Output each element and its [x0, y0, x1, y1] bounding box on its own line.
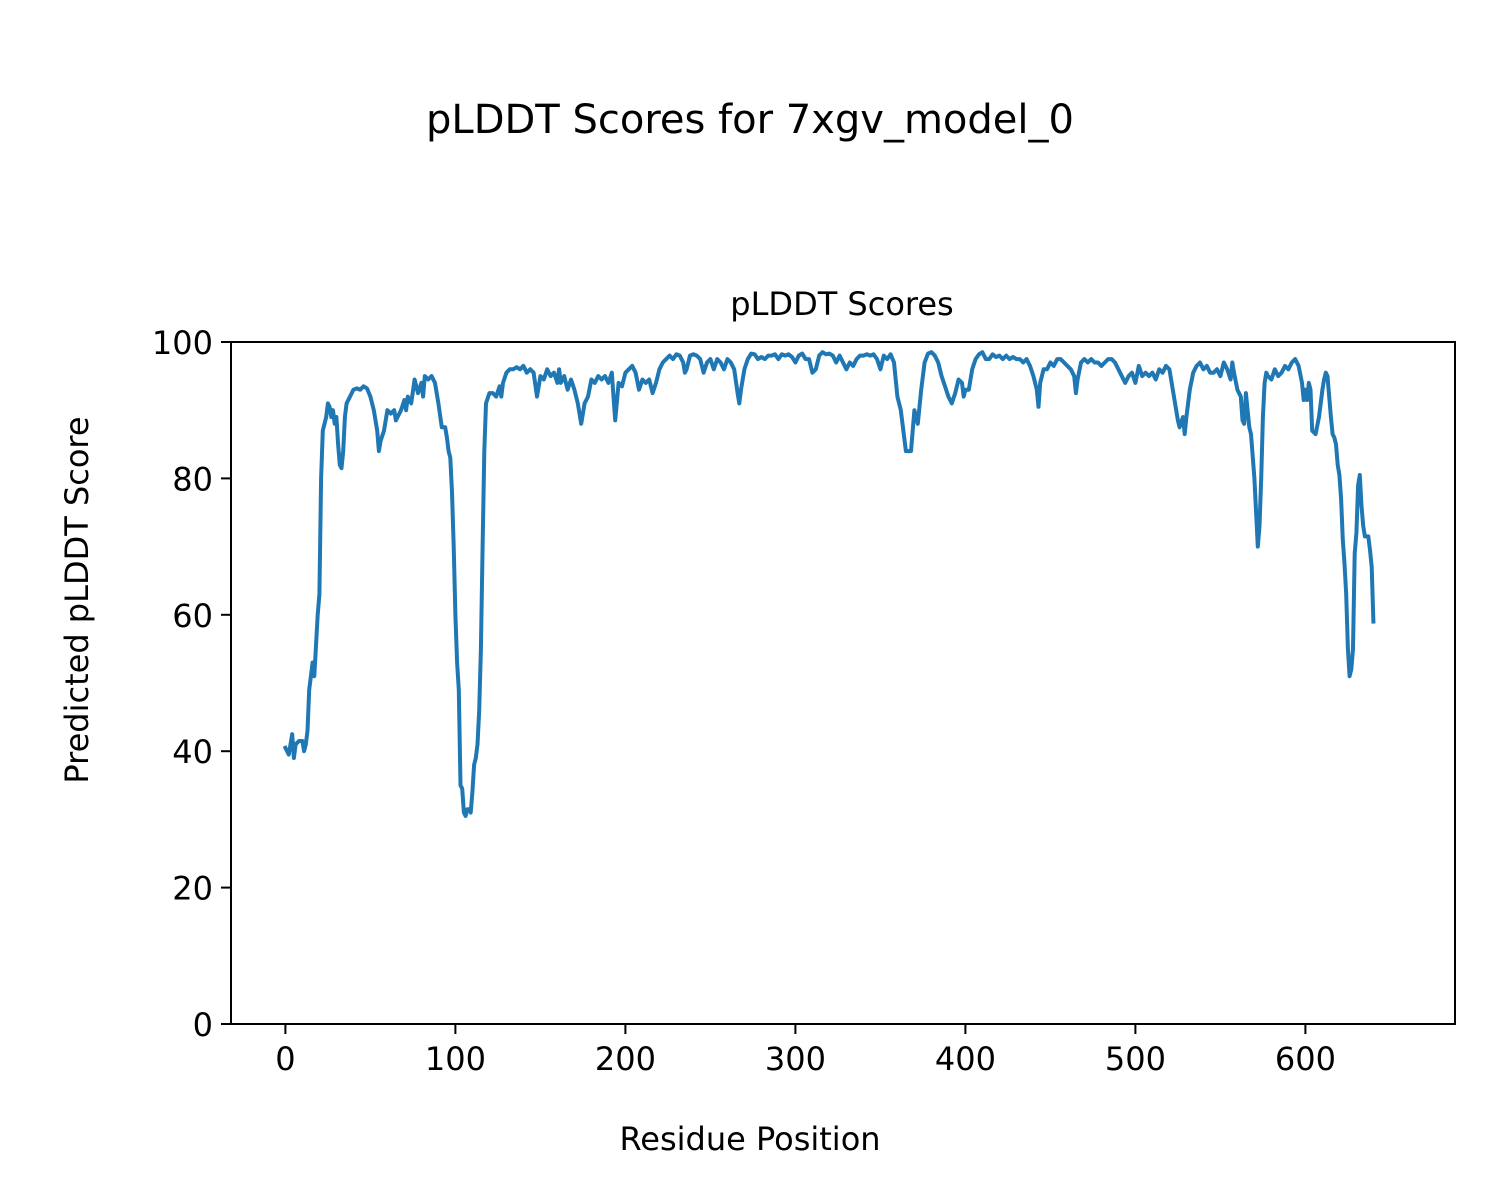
y-tick-label: 80 — [172, 460, 213, 498]
y-axis: 0 20 40 60 80 100 — [152, 324, 231, 1044]
y-tick-label: 40 — [172, 733, 213, 771]
y-tick-label: 20 — [172, 870, 213, 908]
y-tick-label: 0 — [193, 1006, 213, 1044]
figure-title: pLDDT Scores for 7xgv_model_0 — [426, 97, 1074, 143]
x-tick-label: 200 — [595, 1040, 656, 1078]
plot-background — [231, 342, 1455, 1024]
x-tick-label: 0 — [275, 1040, 295, 1078]
x-axis-label: Residue Position — [619, 1120, 880, 1158]
y-tick-label: 100 — [152, 324, 213, 362]
y-axis-label: Predicted pLDDT Score — [58, 416, 96, 783]
x-tick-label: 600 — [1275, 1040, 1336, 1078]
y-tick-label: 60 — [172, 597, 213, 635]
x-tick-label: 100 — [425, 1040, 486, 1078]
x-axis: 0 100 200 300 400 500 600 — [275, 1024, 1336, 1078]
x-tick-label: 300 — [765, 1040, 826, 1078]
x-tick-label: 500 — [1105, 1040, 1166, 1078]
plot-frame — [230, 341, 1456, 1025]
plot-area — [230, 341, 1456, 1025]
plddt-series-line — [282, 350, 1376, 818]
axes-title: pLDDT Scores — [730, 285, 953, 323]
x-tick-label: 400 — [935, 1040, 996, 1078]
